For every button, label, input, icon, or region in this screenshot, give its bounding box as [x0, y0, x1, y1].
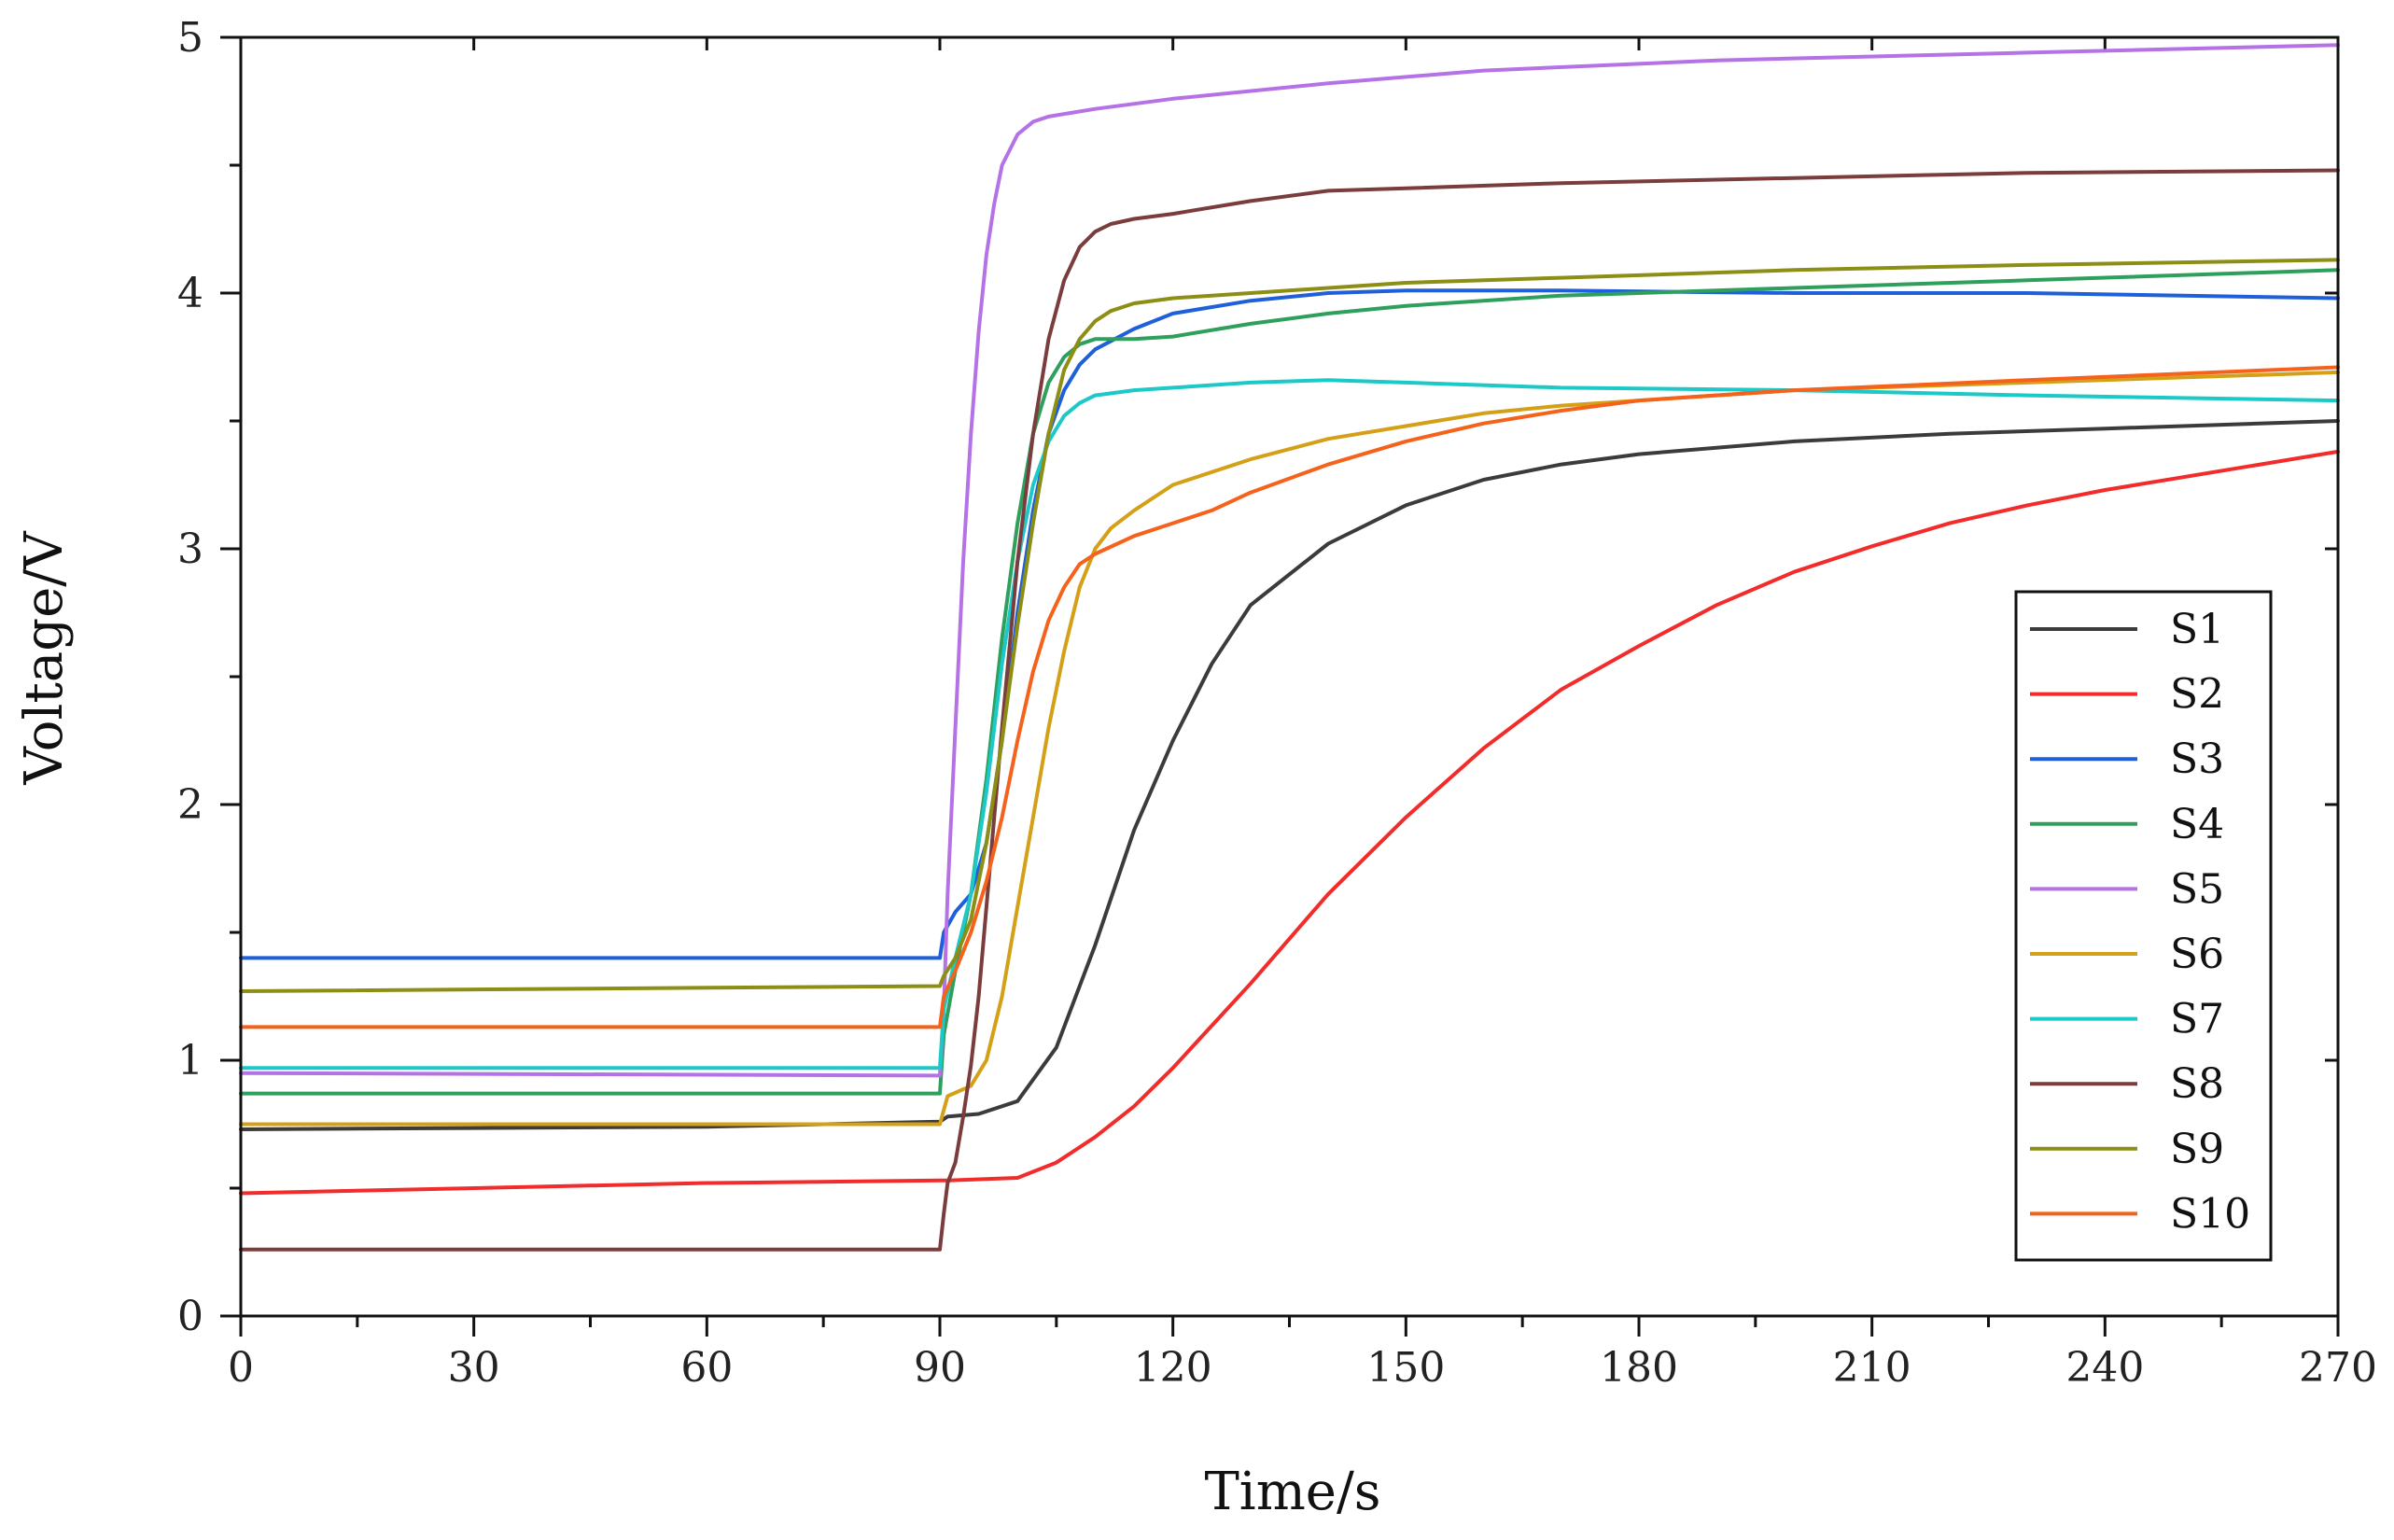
series-line-s2: [239, 449, 2340, 1196]
series-line-s6: [239, 370, 2340, 1127]
x-axis: 0 30 60 90 120 150 180 210 240 270: [228, 37, 2377, 1392]
legend-label-s6: S6: [2170, 931, 2224, 978]
legend-label-s3: S3: [2170, 735, 2224, 783]
legend-label-s9: S9: [2170, 1126, 2224, 1173]
y-tick-label: 5: [177, 14, 203, 62]
y-tick-label: 3: [177, 525, 203, 573]
legend-label-s4: S4: [2170, 801, 2224, 848]
series-line-s1: [239, 419, 2340, 1131]
y-tick-label: 1: [177, 1037, 203, 1085]
series-line-s8: [239, 168, 2340, 1252]
y-tick-label: 0: [177, 1293, 203, 1340]
legend-label-s7: S7: [2170, 996, 2224, 1043]
x-tick-label: 120: [1134, 1344, 1212, 1392]
series-line-s10: [239, 365, 2340, 1029]
x-tick-label: 30: [448, 1344, 500, 1392]
plot-frame: [239, 35, 2340, 1318]
x-tick-label: 60: [680, 1344, 733, 1392]
legend: S1 S2 S3 S4 S5 S6 S7 S8 S9 S10: [2014, 590, 2273, 1262]
legend-label-s1: S1: [2170, 606, 2224, 653]
x-tick-label: 0: [228, 1344, 254, 1392]
series-line-s9: [239, 258, 2340, 993]
y-axis-title: Voltage/V: [14, 530, 75, 786]
legend-label-s8: S8: [2170, 1060, 2224, 1108]
x-tick-label: 210: [1833, 1344, 1911, 1392]
x-tick-label: 180: [1600, 1344, 1678, 1392]
series-line-s5: [239, 43, 2340, 1078]
x-tick-label: 270: [2299, 1344, 2377, 1392]
series-line-s3: [239, 288, 2340, 960]
legend-label-s5: S5: [2170, 865, 2224, 913]
x-tick-label: 150: [1366, 1344, 1445, 1392]
x-tick-label: 240: [2065, 1344, 2144, 1392]
y-tick-label: 2: [177, 781, 203, 829]
plot-lines: [239, 43, 2340, 1252]
x-tick-label: 90: [914, 1344, 966, 1392]
x-axis-title: Time/s: [1204, 1462, 1380, 1522]
legend-label-s2: S2: [2170, 671, 2224, 719]
legend-box: [2014, 590, 2273, 1262]
legend-label-s10: S10: [2170, 1190, 2250, 1238]
y-tick-label: 4: [177, 270, 203, 317]
y-axis: 0 1 2 3 4 5: [177, 14, 2338, 1340]
